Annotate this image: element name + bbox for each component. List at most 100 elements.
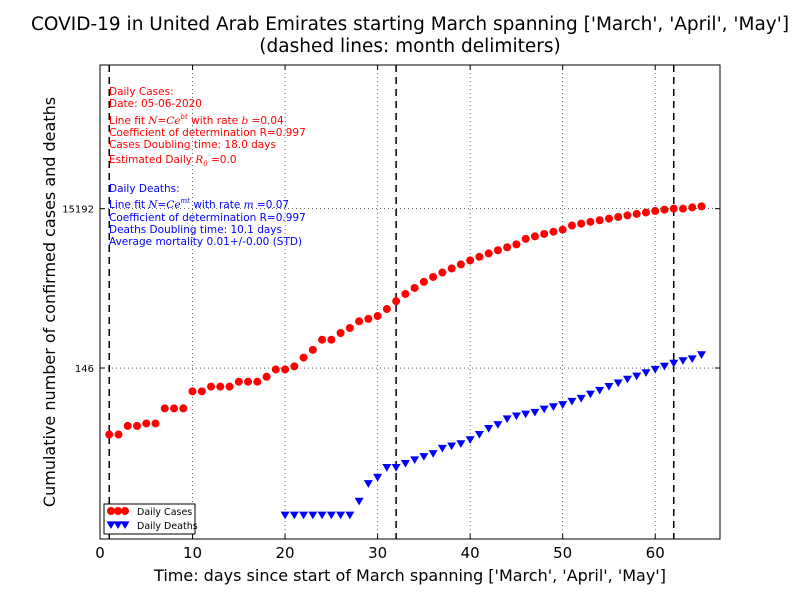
month-delimiters [108, 65, 675, 539]
cases-point [401, 289, 410, 298]
cases-point [577, 219, 586, 228]
deaths-point [604, 382, 614, 391]
cases-point [355, 317, 364, 326]
cases-point [364, 314, 373, 323]
cases-point [438, 268, 447, 277]
deaths-point [539, 405, 549, 414]
cases-anno-doubling: Cases Doubling time: 18.0 days [109, 139, 276, 151]
cases-point [299, 353, 308, 362]
deaths-point [336, 511, 346, 520]
cases-point [466, 256, 475, 265]
deaths-point [521, 410, 531, 419]
deaths-point [650, 365, 660, 374]
cases-point [308, 345, 317, 354]
cases-point [151, 419, 160, 428]
grid [100, 65, 720, 539]
cases-point [114, 430, 123, 439]
deaths-point [410, 456, 420, 465]
deaths-point [447, 442, 457, 451]
deaths-point [465, 436, 475, 444]
cases-point [586, 217, 595, 226]
deaths-point [382, 464, 392, 472]
cases-point [207, 382, 216, 391]
deaths-point [696, 351, 706, 359]
cases-point [234, 377, 243, 386]
deaths-point [299, 511, 309, 520]
cases-point [512, 240, 521, 249]
deaths-point [317, 511, 327, 520]
cases-point [188, 387, 197, 396]
legend-cases-marker [107, 507, 129, 515]
deaths-point [687, 355, 697, 364]
cases-point [493, 246, 502, 255]
legend-cases-label: Daily Cases [137, 507, 192, 518]
deaths-anno-fit: Line fit N=Cemt with rate m =0.07 [109, 197, 289, 211]
cases-point [549, 227, 558, 236]
cases-point [336, 329, 345, 338]
y-tick-label: 15192 [62, 205, 94, 216]
cases-point [170, 404, 179, 413]
deaths-point [632, 372, 642, 381]
cases-anno-heading: Daily Cases: [109, 86, 174, 98]
legend-deaths-triangle [120, 521, 130, 530]
cases-point [281, 365, 290, 374]
deaths-point [391, 464, 401, 472]
cases-point [632, 209, 641, 218]
deaths-point [474, 430, 484, 439]
x-tick-label: 10 [183, 544, 202, 562]
deaths-point [345, 511, 355, 520]
deaths-point [585, 390, 595, 399]
cases-point [530, 232, 539, 241]
cases-point [382, 305, 391, 314]
cases-point [540, 229, 549, 238]
cases-point [160, 404, 169, 413]
deaths-point [484, 424, 494, 433]
y-axis-label: Cumulative number of confirmed cases and… [40, 97, 59, 507]
legend-deaths-triangle [113, 521, 123, 530]
deaths-point [622, 375, 632, 384]
deaths-point [595, 386, 605, 395]
cases-point [484, 249, 493, 258]
cases-point [475, 252, 484, 261]
cases-point [669, 204, 678, 213]
legend-cases-dot [107, 507, 115, 515]
deaths-annotation: Daily Deaths: Line fit N=Cemt with rate … [109, 183, 306, 248]
deaths-point [428, 450, 438, 458]
deaths-point [419, 453, 429, 461]
legend-deaths-label: Daily Deaths [137, 521, 198, 532]
cases-point [271, 365, 280, 374]
x-tick-label: 50 [553, 544, 572, 562]
y-tick-label: 146 [75, 364, 94, 375]
cases-point [567, 221, 576, 230]
cases-anno-r: Coefficient of determination R=0.997 [109, 127, 306, 139]
deaths-anno-r: Coefficient of determination R=0.997 [109, 212, 306, 224]
deaths-point [548, 403, 558, 411]
deaths-point [502, 415, 512, 424]
cases-point [419, 277, 428, 286]
deaths-point [558, 401, 568, 409]
deaths-point [511, 412, 521, 421]
x-axis-label: Time: days since start of March spanning… [153, 566, 666, 585]
cases-point [373, 312, 382, 321]
cases-point [392, 297, 401, 306]
legend-cases-dot [121, 507, 129, 515]
legend-deaths-marker [106, 521, 130, 530]
cases-point [595, 216, 604, 225]
cases-point [244, 377, 253, 386]
deaths-point [308, 511, 318, 520]
legend-cases-dot [114, 507, 122, 515]
deaths-point [530, 408, 540, 417]
cases-point [318, 335, 327, 344]
x-tick-label: 60 [646, 544, 665, 562]
deaths-point [613, 379, 623, 388]
cases-point [327, 335, 336, 344]
cases-point [133, 421, 142, 430]
deaths-point [289, 511, 299, 520]
cases-point [197, 387, 206, 396]
deaths-point [354, 497, 364, 506]
x-tick-label: 20 [276, 544, 295, 562]
deaths-anno-mortality: Average mortality 0.01+/-0.00 (STD) [109, 236, 302, 248]
cases-point [123, 421, 132, 430]
deaths-anno-heading: Daily Deaths: [109, 183, 180, 195]
